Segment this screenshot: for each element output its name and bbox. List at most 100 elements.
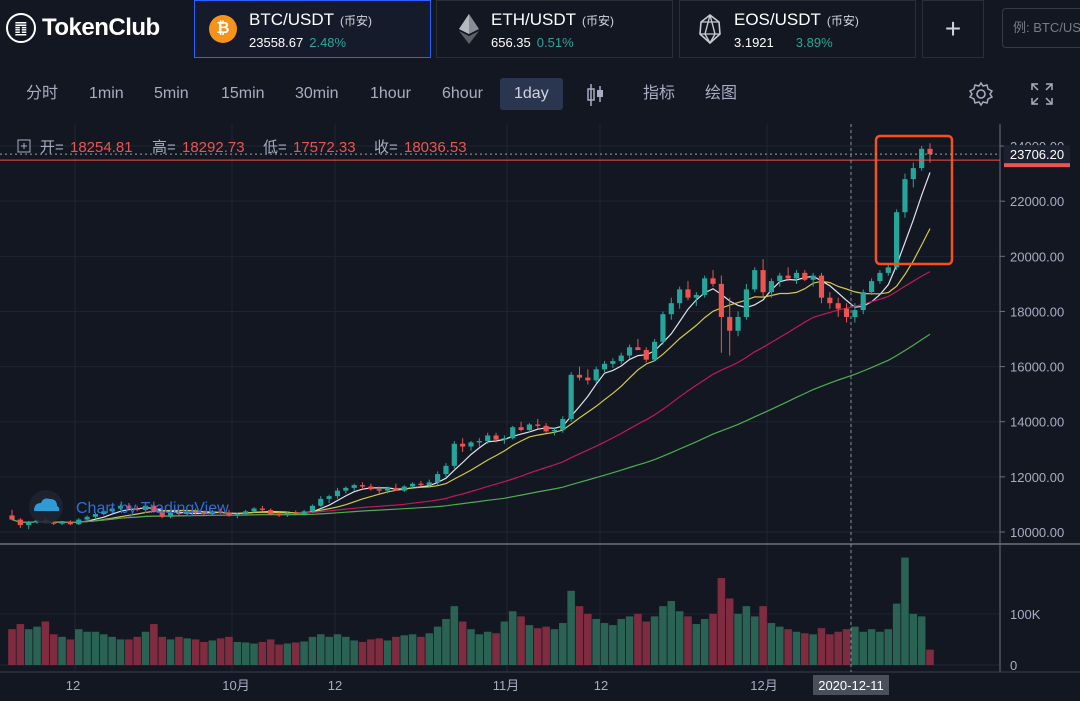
candle-body (685, 289, 691, 298)
candle-body (785, 275, 791, 279)
timeframe-1day[interactable]: 1day (500, 78, 563, 110)
candle-body (718, 283, 724, 317)
pair-tab-eos[interactable]: EOS/USDT (币安) 3.1921 3.89% (679, 0, 916, 58)
close-label: 收= (374, 139, 398, 156)
pair-tab-eth[interactable]: ETH/USDT (币安) 656.35 0.51% (436, 0, 673, 58)
candle-body (852, 310, 858, 317)
candle-body (101, 511, 107, 515)
volume-bar (358, 641, 367, 665)
settings-gear-icon[interactable] (968, 78, 994, 110)
candle-body (601, 363, 608, 370)
candle-body (443, 465, 449, 475)
volume-bar (884, 629, 893, 665)
volume-bar (575, 606, 584, 665)
candle-body (710, 278, 716, 284)
legend-toggle-icon[interactable] (17, 139, 31, 153)
moving-average-lines (11, 172, 931, 524)
candle-body (359, 485, 366, 487)
candle-body (885, 267, 891, 273)
low-value: 17572.33 (293, 139, 356, 156)
indicators-button[interactable]: 指标 (643, 85, 676, 102)
candle-body (551, 429, 558, 432)
candle-body (752, 270, 758, 290)
candle-body (643, 350, 649, 360)
candle-body (134, 508, 140, 510)
volume-bar (834, 631, 842, 665)
time-tick-label: 12 (328, 678, 342, 693)
candle-body (76, 519, 82, 525)
volume-bar (216, 638, 225, 665)
pair-name: BTC/USDT (249, 10, 334, 29)
timeframe-1hour[interactable]: 1hour (370, 85, 411, 102)
volume-bar (58, 636, 66, 665)
candle-body (351, 485, 357, 488)
candle-body (585, 377, 591, 381)
volume-bar (759, 606, 767, 665)
search-input[interactable]: 例: BTC/US (1002, 8, 1080, 48)
volume-bar (350, 640, 358, 665)
candle-body (334, 490, 341, 497)
timeframe-fenshi[interactable]: 分时 (26, 85, 59, 102)
candle-body (9, 515, 15, 520)
chart-axes: 10000.00 12000.00 14000.00 16000.00 18000.00… (66, 139, 1064, 693)
volume-bar (133, 636, 141, 665)
volume-bar (667, 601, 676, 665)
candle-body (518, 427, 524, 430)
volume-bar (584, 613, 592, 665)
candle-body (268, 509, 274, 515)
ohlc-legend: 开= 18254.81 高= 18292.73 低= 17572.33 收= 1… (17, 139, 467, 156)
volume-bar (367, 639, 375, 665)
volume-bar (508, 611, 517, 665)
brand-name: TokenClub (42, 14, 160, 41)
timeframe-6hour[interactable]: 6hour (442, 85, 483, 102)
candle-body (167, 512, 174, 517)
candle-body (760, 270, 766, 293)
volume-bar (700, 618, 709, 665)
volume-bar (8, 629, 16, 665)
candle-body (593, 369, 599, 381)
volume-bar (333, 634, 342, 665)
timeframe-15min[interactable]: 15min (221, 85, 265, 102)
brand-logo[interactable]: ䷩ TokenClub (6, 10, 160, 46)
candle-body (660, 314, 666, 342)
volume-bar (717, 578, 726, 665)
candle-body (535, 424, 541, 426)
candle-type-icon[interactable] (585, 78, 605, 110)
candle-body (301, 511, 307, 515)
candle-body (618, 355, 624, 362)
timeframe-1min[interactable]: 1min (89, 85, 124, 102)
volume-bar (809, 634, 817, 665)
volume-bar (542, 626, 550, 665)
price-tick-label: 14000.00 (1010, 415, 1064, 430)
high-label: 高= (152, 139, 176, 156)
volume-bar (559, 623, 567, 665)
candle-body (309, 505, 316, 512)
add-pair-button[interactable]: + (922, 0, 984, 58)
volume-bar (842, 629, 851, 665)
volume-bar (851, 626, 859, 665)
price-tick-label: 16000.00 (1010, 360, 1064, 375)
volume-bar (24, 629, 33, 665)
volume-bar (458, 621, 467, 665)
pair-tab-btc[interactable]: ₿ BTC/USDT (币安) 23558.67 2.48% (194, 0, 431, 58)
volume-bar (183, 638, 192, 665)
fullscreen-icon[interactable] (1030, 78, 1054, 110)
candle-body (293, 512, 299, 515)
draw-button[interactable]: 绘图 (705, 85, 738, 102)
candle-body (468, 442, 474, 447)
candle-body (393, 487, 399, 491)
candle-body (526, 424, 533, 430)
candle-body (802, 272, 808, 280)
time-tick-label: 10月 (222, 678, 249, 693)
volume-bar (817, 628, 826, 665)
tradingview-watermark[interactable]: Chart by TradingView (29, 490, 229, 524)
timeframe-30min[interactable]: 30min (295, 85, 339, 102)
candle-body (109, 508, 115, 512)
timeframe-5min[interactable]: 5min (154, 85, 189, 102)
candle-body (176, 512, 182, 515)
volume-bar (475, 634, 484, 665)
volume-bar (725, 598, 734, 665)
candle-body (67, 521, 74, 525)
candle-body (226, 512, 232, 516)
price-tick-label: 20000.00 (1010, 249, 1064, 264)
